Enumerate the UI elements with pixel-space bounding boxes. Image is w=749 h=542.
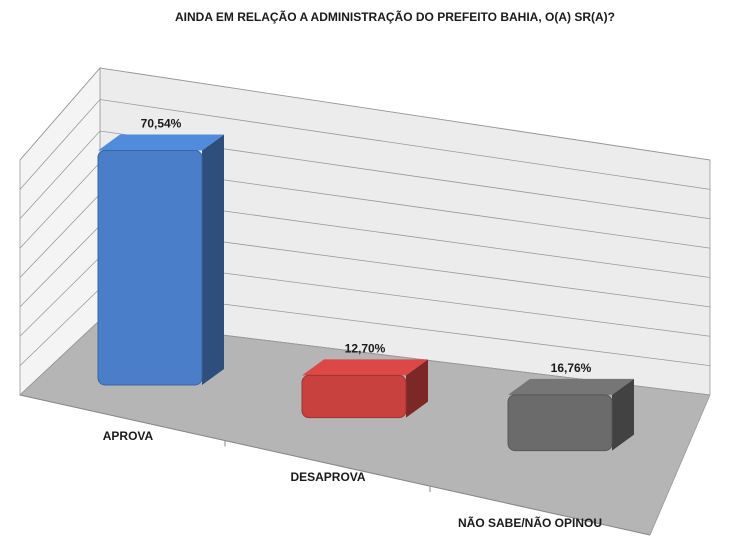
bar-top	[98, 134, 224, 151]
grid-line	[19, 67, 711, 161]
value-label: 12,70%	[345, 342, 386, 356]
bar-top	[508, 378, 634, 395]
value-label: 16,76%	[551, 361, 592, 375]
bar-top	[302, 359, 428, 376]
bar	[507, 394, 613, 452]
x-tick-label: DESAPROVA	[290, 470, 365, 484]
bar	[97, 149, 203, 386]
value-label: 70,54%	[141, 117, 182, 131]
bar	[301, 374, 407, 419]
chart-title: AINDA EM RELAÇÃO A ADMINISTRAÇÃO DO PREF…	[175, 9, 615, 24]
bar-side	[202, 134, 224, 385]
bar-side	[406, 359, 428, 418]
x-tick-label: NÃO SABE/NÃO OPINOU	[458, 515, 602, 530]
x-axis	[19, 394, 651, 536]
grid-line	[19, 130, 711, 220]
x-tick-label: APROVA	[103, 429, 154, 443]
grid-line	[19, 99, 711, 190]
bar-side	[612, 378, 634, 451]
